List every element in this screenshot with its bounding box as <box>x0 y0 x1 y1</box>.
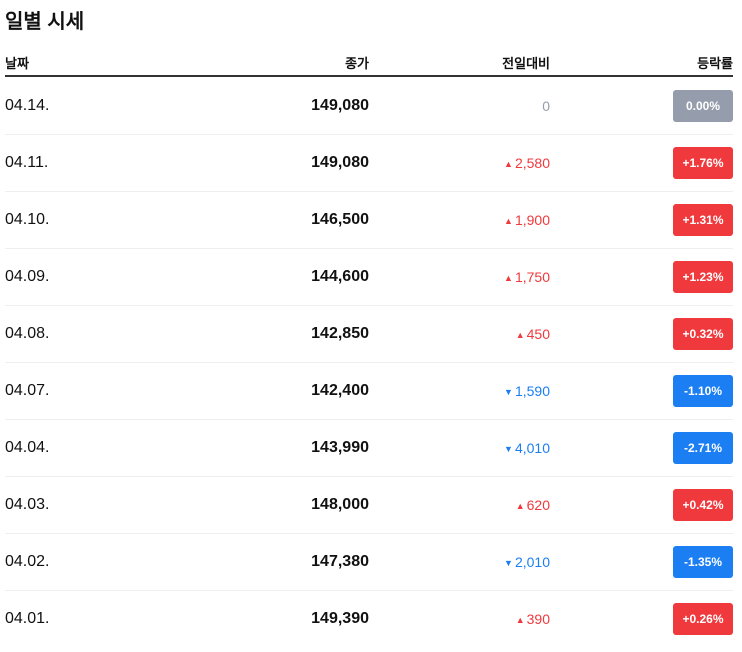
table-row: 04.04. 143,990 ▼ 4,010 -2.71% <box>5 420 733 477</box>
row-date: 04.14. <box>5 97 50 114</box>
price-table: 04.14. 149,080 0 0.00% 04.11. 149,080 ▲ 2… <box>5 78 733 647</box>
rate-badge: +1.76% <box>673 147 733 179</box>
row-change: ▲ 390 <box>516 611 550 627</box>
row-close: 142,400 <box>311 382 369 399</box>
row-change: ▲ 2,580 <box>504 155 550 171</box>
row-change: ▲ 620 <box>516 497 550 513</box>
table-row: 04.07. 142,400 ▼ 1,590 -1.10% <box>5 363 733 420</box>
row-change-value: 2,580 <box>514 155 550 171</box>
up-triangle-icon: ▲ <box>504 273 513 283</box>
rate-badge: +1.31% <box>673 204 733 236</box>
row-date: 04.11. <box>5 154 49 171</box>
row-date: 04.04. <box>5 439 50 456</box>
up-triangle-icon: ▲ <box>515 330 525 340</box>
row-close: 149,080 <box>311 97 369 114</box>
table-row: 04.11. 149,080 ▲ 2,580 +1.76% <box>5 135 733 192</box>
row-close: 142,850 <box>311 325 369 342</box>
table-row: 04.14. 149,080 0 0.00% <box>5 78 733 135</box>
up-triangle-icon: ▲ <box>504 216 513 226</box>
up-triangle-icon: ▲ <box>515 615 525 625</box>
row-date: 04.10. <box>5 211 50 228</box>
header-close: 종가 <box>345 56 369 71</box>
rate-badge: -1.35% <box>673 546 733 578</box>
row-change: ▲ 1,900 <box>504 212 550 228</box>
row-change-value: 390 <box>526 611 550 627</box>
row-close: 149,390 <box>311 610 369 627</box>
row-change-value: 1,900 <box>514 212 550 228</box>
table-row: 04.01. 149,390 ▲ 390 +0.26% <box>5 591 733 647</box>
down-triangle-icon: ▼ <box>504 387 513 397</box>
row-date: 04.09. <box>5 268 50 285</box>
row-close: 148,000 <box>311 496 369 513</box>
header-rate: 등락률 <box>697 56 733 71</box>
row-change: ▼ 2,010 <box>504 554 550 570</box>
row-change-value: 1,590 <box>514 383 550 399</box>
table-row: 04.10. 146,500 ▲ 1,900 +1.31% <box>5 192 733 249</box>
up-triangle-icon: ▲ <box>504 159 513 169</box>
rate-badge: -1.10% <box>673 375 733 407</box>
row-change-value: 450 <box>526 326 550 342</box>
row-change-value: 4,010 <box>514 440 550 456</box>
row-date: 04.01. <box>5 610 50 627</box>
row-change: ▲ 450 <box>516 326 550 342</box>
table-row: 04.09. 144,600 ▲ 1,750 +1.23% <box>5 249 733 306</box>
table-row: 04.03. 148,000 ▲ 620 +0.42% <box>5 477 733 534</box>
up-triangle-icon: ▲ <box>515 501 525 511</box>
row-change: ▲ 1,750 <box>504 269 550 285</box>
row-close: 147,380 <box>311 553 369 570</box>
row-change: ▼ 1,590 <box>504 383 550 399</box>
row-change: ▼ 4,010 <box>504 440 550 456</box>
rate-badge: 0.00% <box>673 90 733 122</box>
header-date: 날짜 <box>5 56 29 71</box>
table-row: 04.02. 147,380 ▼ 2,010 -1.35% <box>5 534 733 591</box>
rate-badge: +0.42% <box>673 489 733 521</box>
page-title: 일별 시세 <box>5 11 85 33</box>
row-close: 143,990 <box>311 439 369 456</box>
rate-badge: +0.32% <box>673 318 733 350</box>
header-change: 전일대비 <box>502 56 550 71</box>
row-close: 149,080 <box>311 154 369 171</box>
row-date: 04.02. <box>5 553 50 570</box>
down-triangle-icon: ▼ <box>504 558 513 568</box>
table-row: 04.08. 142,850 ▲ 450 +0.32% <box>5 306 733 363</box>
row-change: 0 <box>542 98 550 114</box>
rate-badge: -2.71% <box>673 432 733 464</box>
row-change-value: 0 <box>542 98 550 114</box>
row-change-value: 620 <box>526 497 550 513</box>
row-change-value: 1,750 <box>514 269 550 285</box>
table-header: 날짜 종가 전일대비 등락률 <box>5 50 733 77</box>
row-date: 04.07. <box>5 382 50 399</box>
down-triangle-icon: ▼ <box>504 444 513 454</box>
row-close: 144,600 <box>311 268 369 285</box>
row-change-value: 2,010 <box>514 554 550 570</box>
row-date: 04.03. <box>5 496 50 513</box>
rate-badge: +1.23% <box>673 261 733 293</box>
row-date: 04.08. <box>5 325 50 342</box>
row-close: 146,500 <box>311 211 369 228</box>
rate-badge: +0.26% <box>673 603 733 635</box>
